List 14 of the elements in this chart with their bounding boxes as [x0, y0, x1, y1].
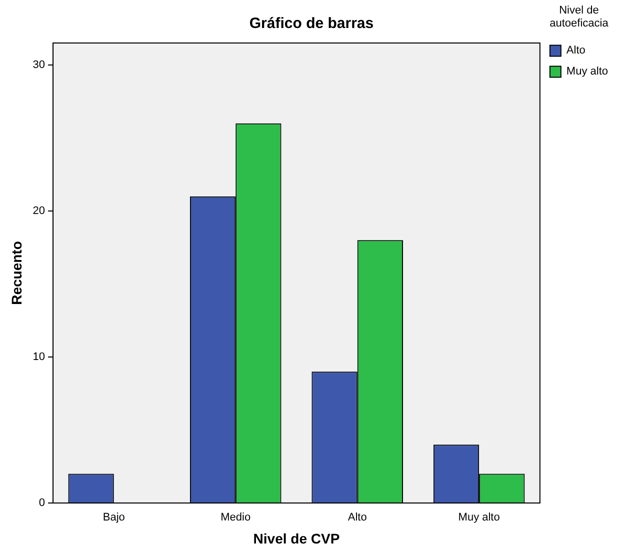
y-tick-label: 10 — [32, 351, 46, 363]
x-tick-label: Alto — [348, 512, 367, 524]
legend-label: Alto — [566, 44, 586, 57]
y-tick-label: 30 — [32, 58, 46, 71]
x-axis-title: Nivel de CVP — [253, 530, 340, 546]
x-tick-label: Medio — [220, 512, 251, 524]
x-tick-label: Muy alto — [458, 512, 500, 524]
y-axis-title: Recuento — [8, 241, 24, 305]
y-tick-label: 0 — [38, 497, 46, 510]
legend-label: Muy alto — [566, 66, 608, 78]
legend-title: Nivel de autoeficacia — [550, 4, 610, 30]
y-tick-label: 20 — [32, 204, 46, 217]
chart-title: Gráfico de barras — [249, 15, 374, 32]
x-tick-label: Bajo — [102, 512, 125, 524]
